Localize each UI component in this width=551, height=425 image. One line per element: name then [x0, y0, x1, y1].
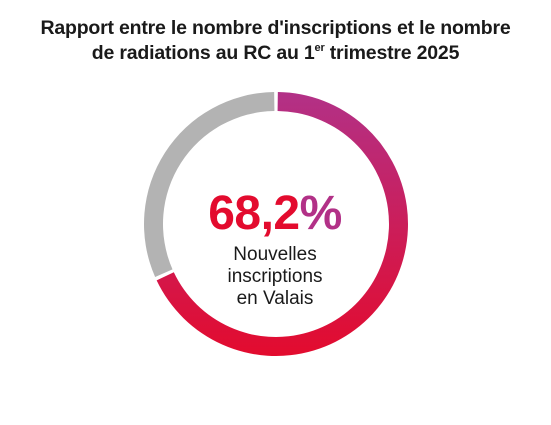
center-percentage: 68,2%	[175, 188, 375, 240]
chart-title: Rapport entre le nombre d'inscriptions e…	[0, 16, 551, 66]
donut-slices	[144, 92, 408, 356]
slice-remainder	[144, 92, 275, 278]
center-label-line-2: inscriptions	[227, 266, 323, 287]
chart-title-line-1: Rapport entre le nombre d'inscriptions e…	[40, 17, 511, 39]
center-percentage-value: 68,2	[208, 187, 300, 240]
center-label-line-1: Nouvelles	[233, 244, 317, 265]
center-percentage-unit: %	[299, 187, 343, 240]
chart-title-line-2: de radiations au RC au 1er trimestre 202…	[0, 41, 551, 66]
chart-title-superscript: er	[314, 41, 325, 54]
center-label-line-3: en Valais	[236, 288, 314, 309]
center-label: Nouvelles inscriptions en Valais	[175, 244, 375, 310]
chart-title-line-2-suffix: trimestre 2025	[324, 42, 460, 64]
chart-title-line-2-prefix: de radiations au RC au 1	[91, 42, 315, 64]
